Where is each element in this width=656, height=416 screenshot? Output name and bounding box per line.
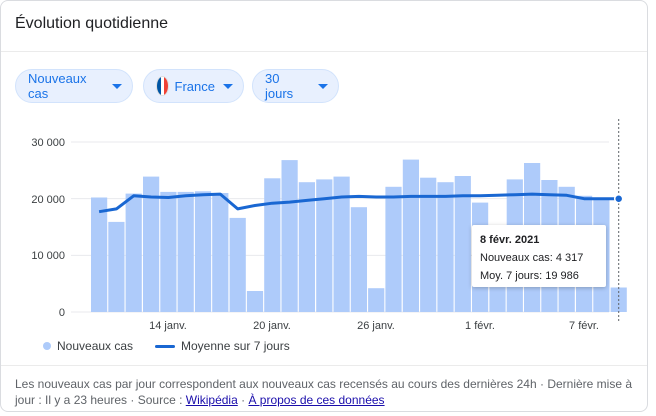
y-tick-label: 10 000 <box>31 250 65 262</box>
bar-13[interactable] <box>298 182 315 312</box>
period-dropdown-label: 30 jours <box>265 71 294 101</box>
bar-15[interactable] <box>333 176 350 312</box>
chevron-down-icon <box>223 83 233 89</box>
chart-tooltip: 8 févr. 2021 Nouveaux cas: 4 317 Moy. 7 … <box>472 225 606 287</box>
legend-line: Moyenne sur 7 jours <box>155 339 290 353</box>
bar-6[interactable] <box>177 191 194 312</box>
bar-17[interactable] <box>368 288 385 312</box>
bar-14[interactable] <box>316 179 333 312</box>
bar-5[interactable] <box>160 191 177 312</box>
country-dropdown-label: France <box>174 78 215 94</box>
tooltip-cases: Nouveaux cas: 4 317 <box>480 252 584 264</box>
metric-dropdown[interactable]: Nouveaux cas <box>15 69 133 103</box>
bar-4[interactable] <box>143 176 160 312</box>
x-tick-label: 20 janv. <box>253 320 291 332</box>
country-dropdown[interactable]: France <box>143 69 244 103</box>
x-tick-label: 1 févr. <box>465 320 495 332</box>
bar-12[interactable] <box>281 160 298 312</box>
bar-9[interactable] <box>229 217 246 312</box>
bar-20[interactable] <box>420 177 437 312</box>
bar-11[interactable] <box>264 178 281 312</box>
highlight-point[interactable] <box>613 193 624 204</box>
tooltip-average: Moy. 7 jours: 19 986 <box>480 270 579 282</box>
chevron-down-icon <box>318 83 328 89</box>
y-tick-label: 30 000 <box>31 137 65 149</box>
bar-16[interactable] <box>350 207 367 312</box>
bar-19[interactable] <box>402 159 419 312</box>
france-flag-icon <box>156 76 169 96</box>
metric-dropdown-label: Nouveaux cas <box>28 71 87 101</box>
footer-text: Les nouveaux cas par jour correspondent … <box>15 377 633 407</box>
card-title: Évolution quotidienne <box>15 15 169 32</box>
line-swatch-icon <box>155 344 175 348</box>
header-divider <box>1 51 647 52</box>
x-tick-label: 14 janv. <box>149 320 187 332</box>
bar-8[interactable] <box>212 193 229 312</box>
y-tick-label: 20 000 <box>31 194 65 206</box>
legend-bars: Nouveaux cas <box>43 339 133 353</box>
bar-24[interactable] <box>489 287 506 312</box>
bar-2[interactable] <box>108 221 125 312</box>
covid-chart-card: Évolution quotidienne Nouveaux cas Franc… <box>0 0 648 412</box>
bar-swatch-icon <box>43 342 51 350</box>
bar-22[interactable] <box>454 176 471 312</box>
bar-10[interactable] <box>246 291 264 312</box>
tooltip-date: 8 févr. 2021 <box>480 234 540 246</box>
y-tick-label: 0 <box>58 307 65 319</box>
footer-note: Les nouveaux cas par jour correspondent … <box>15 376 635 408</box>
chevron-down-icon <box>112 83 122 89</box>
bar-1[interactable] <box>91 197 108 313</box>
cases-chart[interactable] <box>1 1 656 331</box>
x-tick-label: 7 févr. <box>569 320 599 332</box>
legend-line-label: Moyenne sur 7 jours <box>181 339 290 353</box>
legend-bars-label: Nouveaux cas <box>57 339 134 353</box>
bar-7[interactable] <box>194 191 212 312</box>
average-line <box>98 192 619 214</box>
source-link[interactable]: Wikipédia <box>185 393 238 407</box>
footer-divider <box>1 365 647 366</box>
bar-21[interactable] <box>437 182 454 312</box>
bar-3[interactable] <box>125 193 142 312</box>
about-data-link[interactable]: À propos de ces données <box>248 393 385 407</box>
footer-separator: · <box>237 393 249 407</box>
period-dropdown[interactable]: 30 jours <box>252 69 339 103</box>
bar-18[interactable] <box>385 186 402 312</box>
x-tick-label: 26 janv. <box>357 320 395 332</box>
